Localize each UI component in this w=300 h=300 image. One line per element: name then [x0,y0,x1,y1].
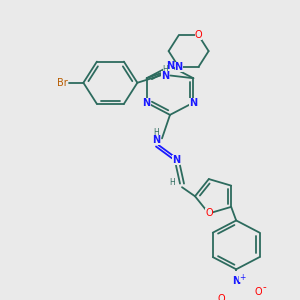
Text: N: N [175,62,183,72]
Text: N: N [161,70,169,80]
Text: N: N [172,155,180,165]
Text: O: O [195,29,203,40]
Text: N: N [232,276,240,286]
Text: H: H [153,128,159,137]
Text: N: N [152,135,160,145]
Text: N: N [189,98,197,108]
Text: +: + [239,273,245,282]
Text: N: N [142,98,151,108]
Text: -: - [262,282,266,292]
Text: N: N [166,61,174,71]
Text: O: O [218,294,225,300]
Text: O: O [205,208,213,218]
Text: H: H [169,178,175,187]
Text: Br: Br [57,78,68,88]
Text: O: O [254,287,262,297]
Text: H: H [163,65,168,74]
